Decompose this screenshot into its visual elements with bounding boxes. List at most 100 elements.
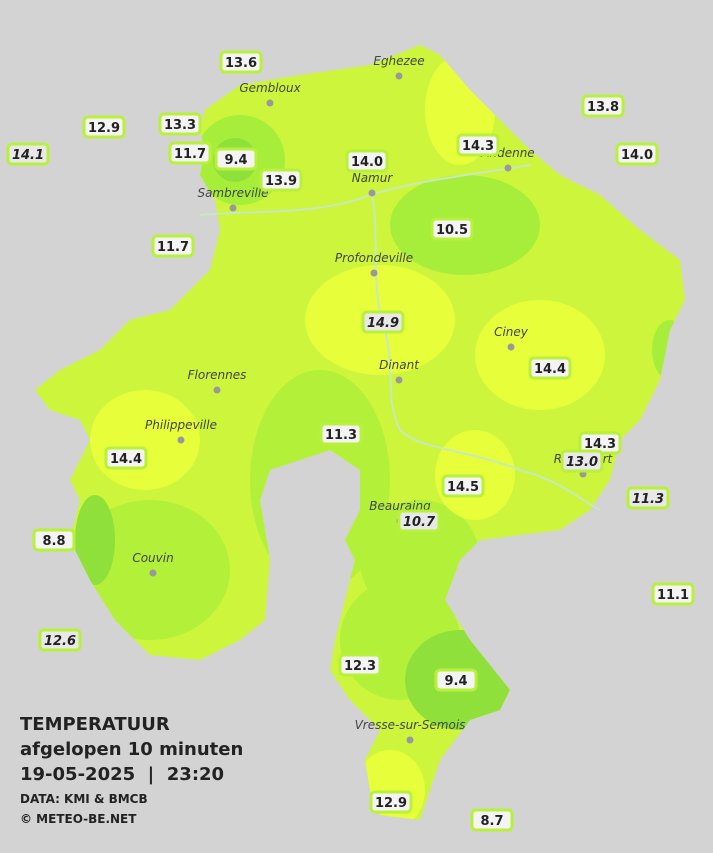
- town-dot: [368, 189, 376, 197]
- station-value: 11.1: [657, 588, 689, 603]
- station: 9.4: [434, 668, 478, 692]
- station-box: [651, 582, 695, 606]
- station-value: 13.0: [566, 455, 598, 470]
- station-box: [470, 808, 514, 832]
- station: 14.4: [104, 446, 148, 470]
- station-value: 13.6: [225, 56, 257, 71]
- station-value: 11.7: [157, 240, 189, 255]
- station: 11.3: [626, 486, 670, 510]
- station-value: 13.3: [164, 118, 196, 133]
- station: 13.3: [158, 112, 202, 136]
- station-value: 12.6: [44, 634, 76, 649]
- station: 14.3: [456, 133, 500, 157]
- station: 10.7: [397, 509, 441, 533]
- station-box: [430, 217, 474, 241]
- station-box: [259, 168, 303, 192]
- station: 14.5: [441, 474, 485, 498]
- station: 14.3: [578, 431, 622, 455]
- legend-period: afgelopen 10 minuten: [20, 739, 243, 760]
- station: 12.9: [82, 115, 126, 139]
- station-box: [397, 509, 441, 533]
- towns: EghezeeGemblouxAndenneNamurSambrevillePr…: [132, 54, 614, 744]
- station-value: 9.4: [444, 674, 467, 689]
- station: 14.1: [6, 142, 50, 166]
- legend-copyright: © METEO-BE.NET: [20, 812, 137, 826]
- station-box: [6, 142, 50, 166]
- station: 8.7: [470, 808, 514, 832]
- station: 11.1: [651, 582, 695, 606]
- legend: TEMPERATUUR afgelopen 10 minuten 19-05-2…: [20, 714, 243, 826]
- town-label: Eghezee: [373, 54, 424, 68]
- station-value: 14.3: [584, 437, 616, 452]
- station-box: [214, 147, 258, 171]
- station-box: [151, 234, 195, 258]
- town-dot: [395, 72, 403, 80]
- station-value: 14.4: [534, 362, 566, 377]
- town-label: Florennes: [188, 368, 247, 382]
- town-dot: [149, 569, 157, 577]
- town-dot: [266, 99, 274, 107]
- station-box: [361, 310, 405, 334]
- station-value: 11.3: [632, 492, 664, 507]
- station-value: 9.4: [224, 153, 247, 168]
- station-value: 14.0: [621, 148, 653, 163]
- station-box: [168, 141, 212, 165]
- town-dot: [177, 436, 185, 444]
- station: 12.3: [338, 653, 382, 677]
- town-label: Sambreville: [197, 186, 268, 200]
- legend-title: TEMPERATUUR: [20, 714, 170, 735]
- station-box: [434, 668, 478, 692]
- station-box: [560, 449, 604, 473]
- station-value: 14.9: [367, 316, 399, 331]
- station: 12.6: [38, 628, 82, 652]
- station-value: 12.9: [375, 796, 407, 811]
- station-box: [456, 133, 500, 157]
- town-label: Gembloux: [239, 81, 301, 95]
- town-dot: [406, 736, 414, 744]
- town-dot: [370, 269, 378, 277]
- station-value: 10.5: [436, 223, 468, 238]
- station: 13.6: [219, 50, 263, 74]
- station-box: [581, 94, 625, 118]
- station: 8.8: [32, 528, 76, 552]
- station-box: [158, 112, 202, 136]
- station-box: [615, 142, 659, 166]
- station-value: 13.8: [587, 100, 619, 115]
- station: 14.4: [528, 356, 572, 380]
- station-value: 8.8: [42, 534, 65, 549]
- station-box: [626, 486, 670, 510]
- town-label: Ciney: [494, 325, 529, 339]
- station-box: [82, 115, 126, 139]
- station-box: [38, 628, 82, 652]
- station-box: [441, 474, 485, 498]
- station-value: 12.3: [344, 659, 376, 674]
- station-value: 14.4: [110, 452, 142, 467]
- station-box: [338, 653, 382, 677]
- station-value: 13.9: [265, 174, 297, 189]
- station: 13.9: [259, 168, 303, 192]
- legend-timestamp: 19-05-2025 | 23:20: [20, 764, 224, 785]
- station-value: 10.7: [403, 515, 436, 530]
- town-dot: [504, 164, 512, 172]
- station-box: [528, 356, 572, 380]
- station-value: 14.5: [447, 480, 479, 495]
- town-label: Philippeville: [145, 418, 217, 432]
- station-box: [369, 790, 413, 814]
- town-label: Namur: [352, 171, 394, 185]
- station: 14.9: [361, 310, 405, 334]
- town-dot: [507, 343, 515, 351]
- town-dot: [229, 204, 237, 212]
- station: 11.7: [151, 234, 195, 258]
- town-label: Vresse-sur-Semois: [355, 718, 466, 732]
- station: 13.8: [581, 94, 625, 118]
- station-value: 11.7: [174, 147, 206, 162]
- station-value: 12.9: [88, 121, 120, 136]
- station-value: 14.0: [351, 155, 383, 170]
- station-box: [104, 446, 148, 470]
- town-dot: [395, 376, 403, 384]
- town-dot: [213, 386, 221, 394]
- station: 14.0: [615, 142, 659, 166]
- town-label: Dinant: [379, 358, 420, 372]
- station: 11.3: [319, 422, 363, 446]
